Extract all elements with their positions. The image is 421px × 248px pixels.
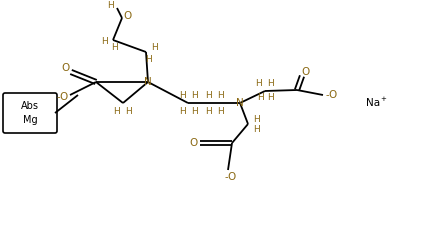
- Text: H: H: [125, 106, 131, 116]
- Text: H: H: [191, 107, 197, 117]
- Text: N: N: [144, 77, 152, 87]
- Text: H: H: [107, 1, 113, 10]
- Text: H: H: [205, 107, 211, 117]
- Text: H: H: [268, 93, 274, 102]
- Text: O: O: [302, 67, 310, 77]
- Text: H: H: [112, 42, 118, 52]
- Text: H: H: [268, 79, 274, 88]
- Text: Na: Na: [366, 98, 380, 108]
- Text: H: H: [217, 91, 224, 99]
- Text: H: H: [257, 93, 264, 102]
- Text: -O: -O: [326, 90, 338, 100]
- Text: H: H: [179, 107, 185, 117]
- Text: -O: -O: [57, 92, 69, 102]
- Text: N: N: [236, 98, 244, 108]
- Text: H: H: [256, 79, 262, 88]
- Text: +: +: [380, 96, 386, 102]
- Text: O: O: [124, 11, 132, 21]
- Text: H: H: [253, 115, 259, 124]
- Text: H: H: [217, 107, 224, 117]
- Text: H: H: [253, 124, 259, 133]
- Text: H: H: [191, 91, 197, 99]
- Text: H: H: [152, 43, 158, 53]
- Text: H: H: [113, 106, 120, 116]
- Text: -O: -O: [225, 172, 237, 182]
- FancyBboxPatch shape: [3, 93, 57, 133]
- Text: H: H: [205, 91, 211, 99]
- Text: H: H: [101, 37, 107, 47]
- Text: O: O: [190, 138, 198, 148]
- Text: H: H: [145, 55, 152, 63]
- Text: Mg: Mg: [23, 115, 37, 125]
- Text: H: H: [179, 91, 185, 99]
- Text: Abs: Abs: [21, 101, 39, 111]
- Text: O: O: [62, 63, 70, 73]
